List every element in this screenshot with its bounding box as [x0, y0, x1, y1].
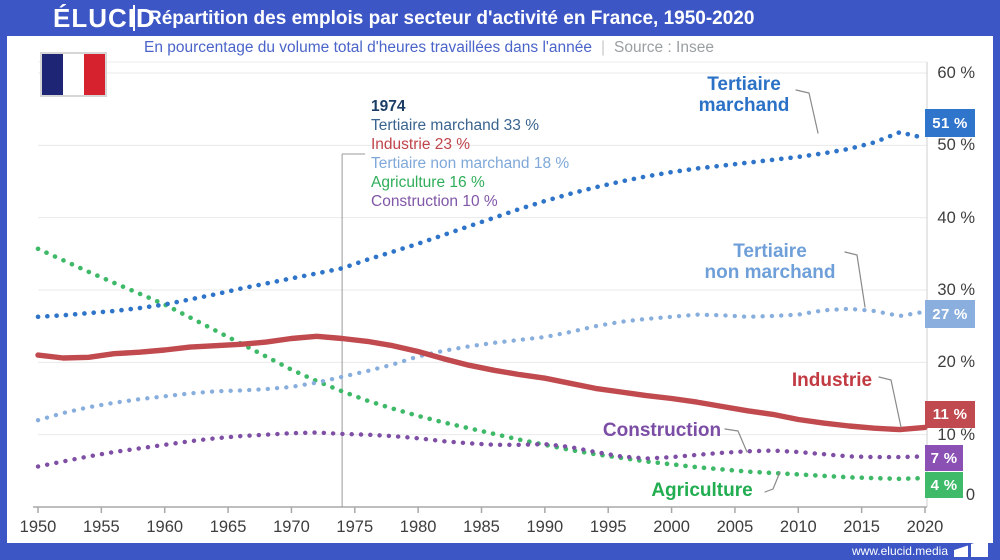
subtitle-separator: |: [600, 39, 605, 56]
series-line-tertiaire-marchand: [35, 130, 928, 320]
elucid-logo: ÉLUCID: [53, 3, 156, 33]
left-frame-edge: [0, 0, 7, 560]
leader-line-industrie: [878, 376, 902, 428]
subtitle-text: En pourcentage du volume total d'heures …: [144, 39, 592, 56]
leader-line-tertiaire-non-marchand: [844, 251, 866, 308]
series-line-industrie: [35, 333, 928, 433]
footer-url: www.elucid.media: [851, 544, 948, 558]
series-line-agriculture: [35, 246, 928, 482]
leader-line-construction: [724, 428, 748, 453]
french-flag-icon: [40, 52, 107, 97]
series-line-construction: [35, 430, 928, 469]
chart-subtitle: En pourcentage du volume total d'heures …: [144, 36, 714, 60]
page-title: Répartition des emplois par secteur d'ac…: [148, 8, 755, 29]
leader-line-tertiaire-marchand: [795, 89, 819, 134]
source-label: Source : Insee: [614, 39, 714, 56]
header-separator: [133, 5, 135, 31]
leader-line-agriculture: [764, 471, 781, 493]
right-frame-edge: [993, 0, 1000, 560]
series-line-tertiaire-non-marchand: [35, 306, 928, 423]
header-bar: ÉLUCID Répartition des emplois par secte…: [0, 0, 1000, 36]
elucid-flag-icon: [954, 538, 988, 557]
footer-bar: www.elucid.media: [0, 543, 1000, 560]
